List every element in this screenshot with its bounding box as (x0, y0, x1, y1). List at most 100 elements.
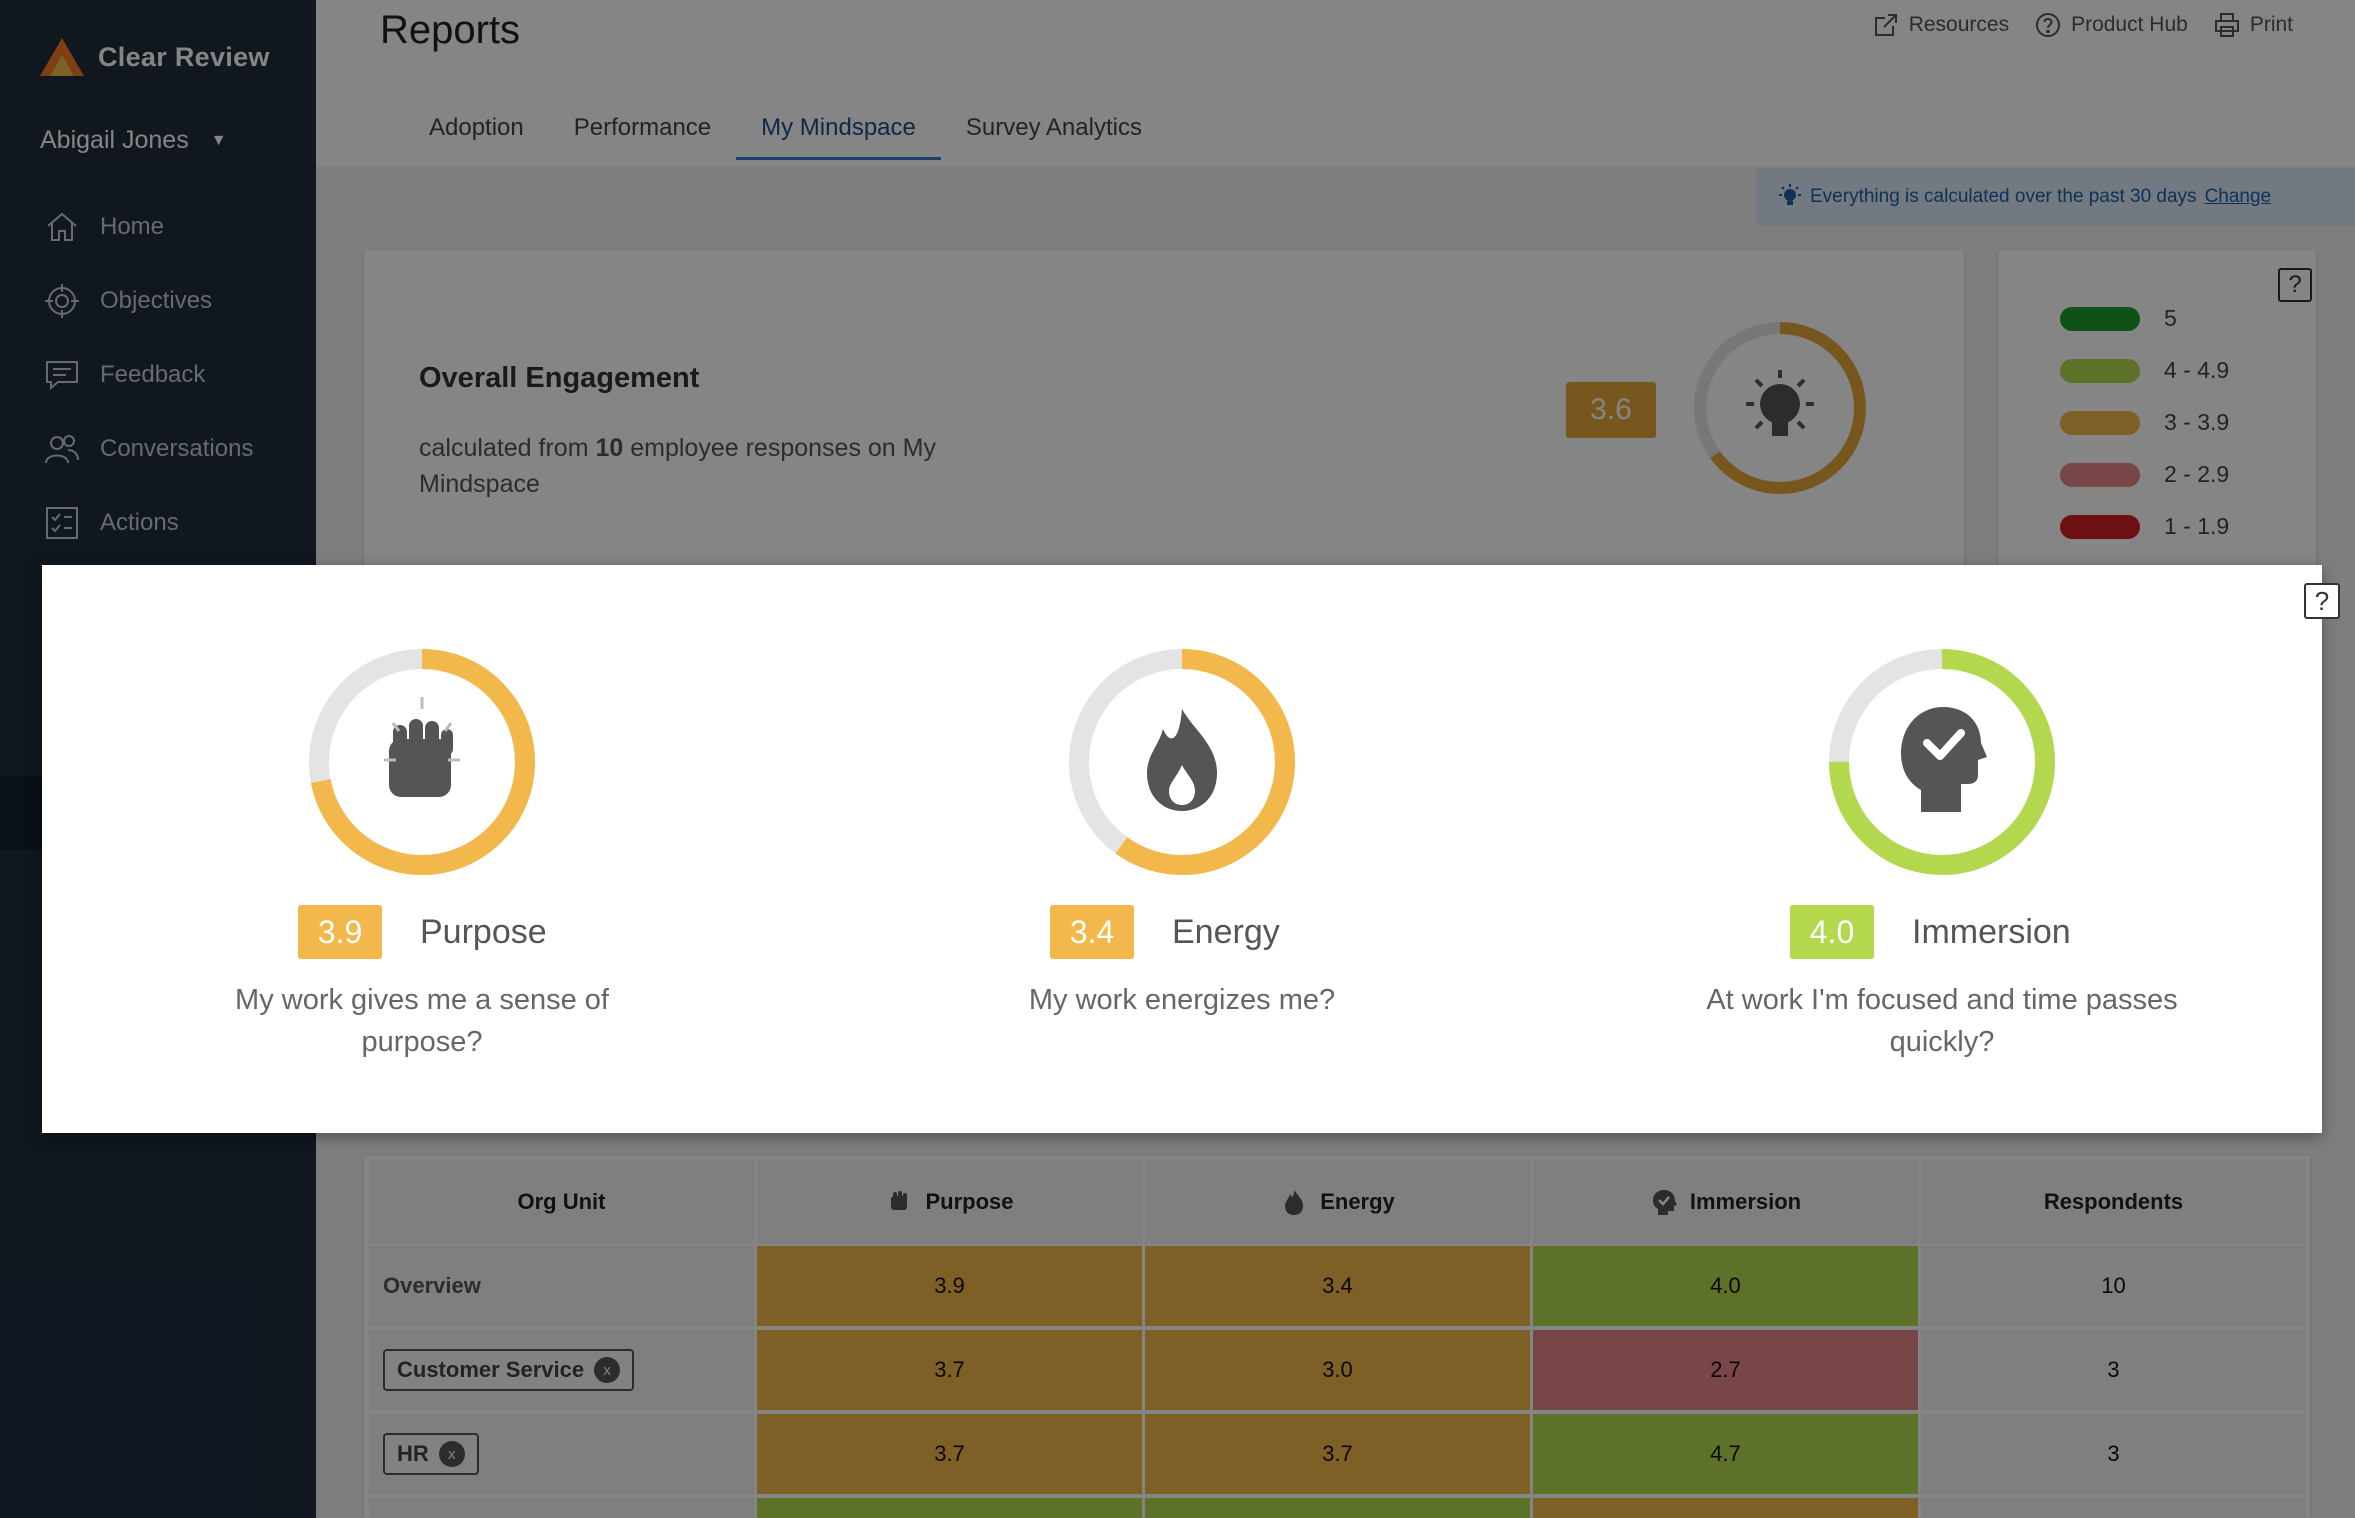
header-purpose[interactable]: Purpose (757, 1160, 1142, 1244)
sidebar-item-label: Conversations (100, 435, 254, 462)
header-respondents[interactable]: Respondents (1921, 1160, 2306, 1244)
immersion-ring (1829, 649, 2055, 875)
chip-label: Customer Service (397, 1357, 585, 1382)
banner-text: Everything is calculated over the past 3… (1810, 186, 2197, 207)
engagement-count: 10 (595, 434, 624, 462)
engagement-ring-arc (1694, 322, 1866, 494)
engagement-subtitle: calculated from 10 employee responses on… (419, 430, 979, 503)
resources-link[interactable]: Resources (1873, 12, 2009, 38)
purpose-cell: 3.9 (757, 1246, 1142, 1326)
table-row: HR x 3.7 3.7 4.7 3 (369, 1414, 2309, 1494)
header-purpose-label: Purpose (925, 1189, 1014, 1214)
header-immersion[interactable]: Immersion (1533, 1160, 1918, 1244)
fist-icon (891, 1191, 908, 1210)
mindspace-detail-modal: ? 3.9 Purpose My work gives me a sense o… (42, 565, 2340, 1133)
actions-icon (46, 507, 78, 539)
purpose-cell (757, 1498, 1142, 1518)
immersion-score-row: 4.0 Immersion (1790, 905, 2071, 959)
lightbulb-icon (1779, 184, 1801, 205)
question-circle-icon (2036, 13, 2061, 37)
purpose-question: My work gives me a sense of purpose? (235, 984, 609, 1059)
change-period-link[interactable]: Change (2204, 186, 2272, 207)
header-energy[interactable]: Energy (1145, 1160, 1530, 1244)
sidebar-nav: Home Objectives Feedback Conversations A… (0, 190, 316, 560)
chip-label: HR (397, 1441, 429, 1466)
energy-ring-arc (1069, 649, 1295, 875)
legend-label: 1 - 1.9 (2164, 513, 2230, 539)
page-title: Reports (380, 8, 521, 52)
external-link-icon (1874, 14, 1897, 36)
user-menu[interactable]: Abigail Jones ▼ (40, 126, 227, 155)
engagement-sub-suffix: employee responses on My Mindspace (419, 434, 936, 499)
respondents-cell (1921, 1498, 2306, 1518)
energy-score-badge: 3.4 (1050, 905, 1134, 959)
engagement-ring (1694, 322, 1866, 494)
legend-item: 4 - 4.9 (2060, 357, 2229, 384)
print-link[interactable]: Print (2214, 12, 2293, 38)
brand[interactable]: Clear Review (38, 36, 270, 78)
head-check-icon (1901, 707, 1987, 812)
org-unit-chip[interactable]: Customer Service x (383, 1349, 635, 1391)
engagement-sub-prefix: calculated from (419, 434, 589, 462)
energy-question: My work energizes me? (1028, 984, 1336, 1016)
tab-my-mindspace[interactable]: My Mindspace (736, 108, 941, 160)
table-row: Customer Service x 3.7 3.0 2.7 3 (369, 1330, 2309, 1410)
energy-ring (1069, 649, 1295, 875)
legend-swatch (2060, 462, 2140, 487)
energy-name: Energy (1172, 912, 1280, 951)
sidebar-item-label: Feedback (100, 361, 206, 388)
immersion-cell (1533, 1498, 1918, 1518)
purpose-name: Purpose (420, 912, 547, 951)
modal-help-icon[interactable]: ? (2304, 583, 2340, 619)
resources-label: Resources (1908, 13, 2010, 36)
header-immersion-label: Immersion (1689, 1189, 1802, 1214)
legend-swatch (2060, 306, 2140, 331)
org-unit-cell: Overview (369, 1246, 754, 1326)
energy-cell: 3.0 (1145, 1330, 1530, 1410)
tab-survey-analytics[interactable]: Survey Analytics (965, 114, 1142, 141)
user-name: Abigail Jones (40, 126, 189, 154)
product-hub-link[interactable]: Product Hub (2035, 12, 2188, 38)
remove-chip-icon[interactable]: x (438, 1441, 465, 1467)
sidebar-item-label: Home (100, 213, 165, 240)
sidebar-item-feedback[interactable]: Feedback (0, 338, 316, 412)
legend-item: 2 - 2.9 (2060, 461, 2229, 488)
tab-performance[interactable]: Performance (573, 114, 712, 141)
sidebar-item-conversations[interactable]: Conversations (0, 412, 316, 486)
org-unit-chip[interactable]: HR x (383, 1433, 479, 1475)
app-name: Clear Review (98, 41, 270, 72)
energy-cell: 3.7 (1145, 1414, 1530, 1494)
sidebar-item-objectives[interactable]: Objectives (0, 264, 316, 338)
product-hub-label: Product Hub (2071, 13, 2188, 36)
immersion-cell: 2.7 (1533, 1330, 1918, 1410)
legend-label: 3 - 3.9 (2164, 409, 2230, 435)
top-bar: Reports Resources Product Hub Print Adop… (316, 0, 2355, 166)
sidebar-item-label: Objectives (100, 287, 213, 314)
overall-engagement-card: Overall Engagement calculated from 10 em… (364, 250, 1964, 580)
legend-help-icon[interactable]: ? (2278, 268, 2312, 302)
sidebar-item-actions[interactable]: Actions (0, 486, 316, 560)
org-unit-cell (369, 1498, 754, 1518)
caret-down-icon: ▼ (210, 131, 227, 149)
legend-label: 5 (2164, 305, 2177, 331)
energy-cell (1145, 1498, 1530, 1518)
header-org-unit[interactable]: Org Unit (369, 1160, 754, 1244)
tab-adoption[interactable]: Adoption (429, 114, 524, 141)
respondents-cell: 3 (1921, 1414, 2306, 1494)
target-icon (45, 284, 79, 318)
immersion-name: Immersion (1912, 912, 2071, 951)
purpose-cell: 3.7 (757, 1414, 1142, 1494)
period-banner: Everything is calculated over the past 3… (1756, 168, 2355, 226)
purpose-score-badge: 3.9 (298, 905, 382, 959)
table-header-row: Org Unit Purpose Energy Immersion Respon… (369, 1160, 2309, 1244)
engagement-title: Overall Engagement (419, 362, 700, 394)
sidebar-item-home[interactable]: Home (0, 190, 316, 264)
conversations-icon (45, 435, 79, 464)
clear-review-logo (40, 38, 84, 76)
remove-chip-icon[interactable]: x (594, 1357, 621, 1383)
printer-icon (2214, 13, 2239, 37)
table-row: Overview 3.9 3.4 4.0 10 (369, 1246, 2309, 1326)
org-unit-cell: Customer Service x (369, 1330, 754, 1410)
engagement-score-badge: 3.6 (1566, 382, 1656, 438)
flame-icon (1285, 1190, 1304, 1215)
